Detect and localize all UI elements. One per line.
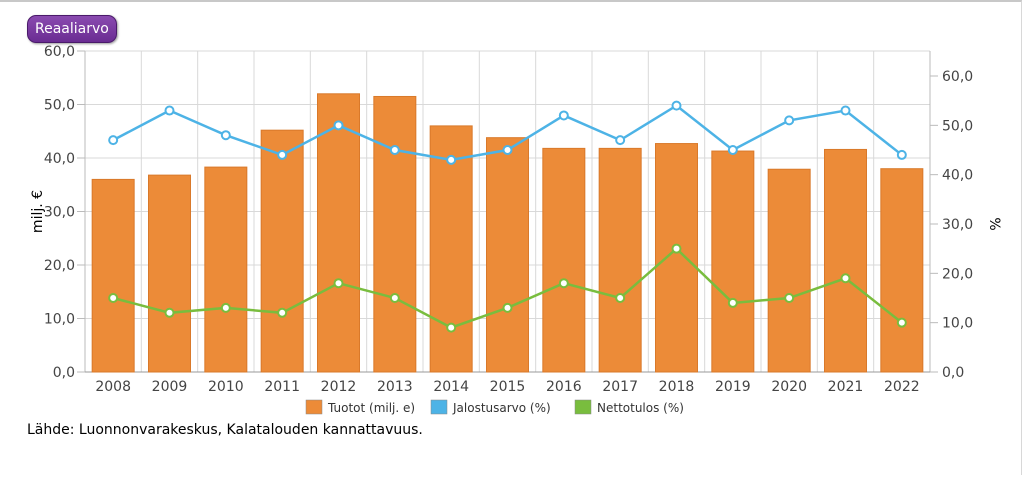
point-nettotulos-2009[interactable] <box>164 307 175 318</box>
left-tick-label: 50,0 <box>44 98 75 114</box>
point-nettotulos-2010[interactable] <box>220 302 231 313</box>
bar-tuotot-2016[interactable] <box>542 147 586 373</box>
right-tick-label: 40,0 <box>942 168 973 184</box>
right-axis-title: % <box>986 217 1002 230</box>
reaaliarvo-badge[interactable]: Reaaliarvo <box>27 15 117 43</box>
left-tick-label: 30,0 <box>44 205 75 221</box>
bar-tuotot-2008[interactable] <box>91 178 135 373</box>
point-jalostusarvo-2019[interactable] <box>727 145 738 155</box>
left-tick-label: 0,0 <box>53 365 75 381</box>
point-jalostusarvo-2020[interactable] <box>784 115 795 126</box>
right-tick-label: 60,0 <box>942 69 973 85</box>
point-nettotulos-2011[interactable] <box>277 307 288 318</box>
legend-swatch-2[interactable] <box>574 399 592 415</box>
bar-tuotot-2020[interactable] <box>767 168 811 373</box>
point-nettotulos-2015[interactable] <box>502 302 513 313</box>
x-tick-label: 2018 <box>659 379 695 395</box>
bar-tuotot-2021[interactable] <box>824 148 867 373</box>
legend-swatch-0[interactable] <box>305 399 323 415</box>
point-jalostusarvo-2009[interactable] <box>164 105 175 116</box>
point-jalostusarvo-2015[interactable] <box>502 145 513 155</box>
right-tick-label: 20,0 <box>942 266 973 282</box>
left-tick-label: 20,0 <box>44 258 75 274</box>
x-tick-label: 2022 <box>884 379 920 395</box>
bar-tuotot-2015[interactable] <box>486 137 529 373</box>
bar-tuotot-2019[interactable] <box>711 150 755 373</box>
point-nettotulos-2017[interactable] <box>615 293 626 303</box>
x-tick-label: 2019 <box>715 379 751 395</box>
right-tick-label: 30,0 <box>942 217 973 233</box>
x-tick-label: 2016 <box>546 379 582 395</box>
point-jalostusarvo-2021[interactable] <box>840 105 851 116</box>
point-jalostusarvo-2017[interactable] <box>615 135 626 146</box>
x-tick-label: 2014 <box>433 379 469 395</box>
x-tick-label: 2009 <box>152 379 188 395</box>
x-tick-label: 2011 <box>264 379 300 395</box>
x-tick-label: 2008 <box>95 379 131 395</box>
left-tick-label: 10,0 <box>44 312 75 328</box>
bar-tuotot-2011[interactable] <box>260 129 304 373</box>
point-nettotulos-2016[interactable] <box>558 278 569 289</box>
point-nettotulos-2021[interactable] <box>840 273 851 284</box>
right-tick-label: 0,0 <box>942 365 964 381</box>
legend-swatch-1[interactable] <box>430 399 448 415</box>
x-tick-label: 2021 <box>828 379 864 395</box>
point-nettotulos-2014[interactable] <box>446 322 457 333</box>
x-tick-label: 2013 <box>377 379 413 395</box>
x-tick-label: 2020 <box>771 379 807 395</box>
point-nettotulos-2018[interactable] <box>671 243 682 254</box>
legend-label-2[interactable]: Nettotulos (%) <box>597 401 684 415</box>
point-nettotulos-2022[interactable] <box>896 317 907 328</box>
left-axis-title: milj. € <box>30 190 46 233</box>
point-nettotulos-2019[interactable] <box>727 297 738 308</box>
bar-tuotot-2010[interactable] <box>204 166 248 373</box>
point-nettotulos-2020[interactable] <box>784 293 795 303</box>
right-tick-label: 50,0 <box>942 118 973 134</box>
point-jalostusarvo-2018[interactable] <box>671 100 682 111</box>
right-tick-label: 10,0 <box>942 316 973 332</box>
point-jalostusarvo-2014[interactable] <box>446 154 457 165</box>
bar-tuotot-2018[interactable] <box>655 143 698 373</box>
bar-tuotot-2017[interactable] <box>598 147 642 373</box>
left-tick-label: 40,0 <box>44 151 75 167</box>
legend-label-0[interactable]: Tuotot (milj. e) <box>327 401 415 415</box>
source-note: Lähde: Luonnonvarakeskus, Kalatalouden k… <box>27 422 423 438</box>
bar-tuotot-2013[interactable] <box>373 95 417 373</box>
x-tick-label: 2015 <box>490 379 526 395</box>
point-jalostusarvo-2011[interactable] <box>277 149 288 160</box>
bar-tuotot-2012[interactable] <box>317 93 360 373</box>
bar-tuotot-2022[interactable] <box>880 168 924 373</box>
legend-label-1[interactable]: Jalostusarvo (%) <box>452 401 551 415</box>
point-nettotulos-2012[interactable] <box>333 278 344 289</box>
point-jalostusarvo-2022[interactable] <box>896 149 907 160</box>
x-tick-label: 2017 <box>602 379 638 395</box>
bar-tuotot-2009[interactable] <box>148 174 191 373</box>
left-tick-label: 60,0 <box>44 44 75 60</box>
point-jalostusarvo-2013[interactable] <box>389 145 400 155</box>
x-tick-label: 2010 <box>208 379 244 395</box>
point-nettotulos-2008[interactable] <box>108 293 119 303</box>
point-jalostusarvo-2012[interactable] <box>333 120 344 131</box>
point-jalostusarvo-2016[interactable] <box>558 110 569 121</box>
point-nettotulos-2013[interactable] <box>389 293 400 303</box>
point-jalostusarvo-2008[interactable] <box>108 135 119 146</box>
x-tick-label: 2012 <box>321 379 357 395</box>
point-jalostusarvo-2010[interactable] <box>220 130 231 141</box>
